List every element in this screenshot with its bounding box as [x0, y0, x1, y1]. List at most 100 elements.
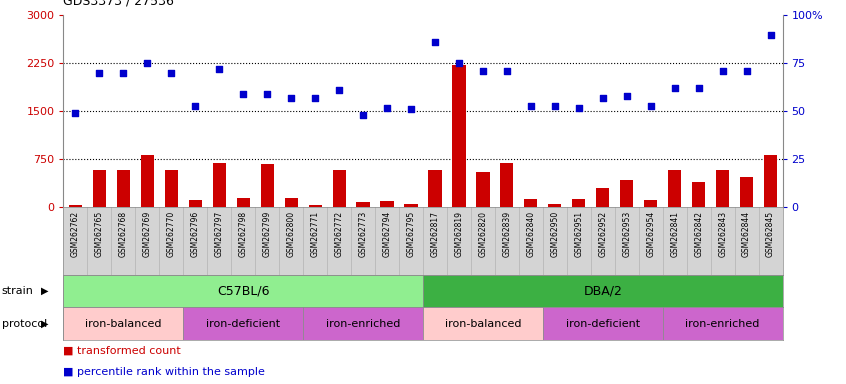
Bar [525, 199, 537, 207]
Point [572, 104, 585, 111]
Bar [423, 275, 783, 307]
Text: GSM262845: GSM262845 [766, 211, 775, 257]
Text: GSM262799: GSM262799 [263, 211, 272, 257]
Bar [764, 155, 777, 207]
Bar [140, 155, 154, 207]
Text: GSM262773: GSM262773 [359, 211, 367, 257]
Bar [662, 307, 783, 340]
Text: iron-balanced: iron-balanced [85, 318, 162, 329]
Point [380, 104, 393, 111]
Bar [261, 164, 274, 207]
Bar [237, 198, 250, 207]
Text: GSM262770: GSM262770 [167, 211, 176, 257]
Bar [596, 188, 609, 207]
Point [117, 70, 130, 76]
Text: GSM262844: GSM262844 [742, 211, 751, 257]
Point [692, 85, 706, 91]
Text: C57BL/6: C57BL/6 [217, 285, 270, 297]
Point [92, 70, 106, 76]
Text: GSM262800: GSM262800 [287, 211, 295, 257]
Text: GSM262765: GSM262765 [95, 211, 104, 257]
Point [69, 110, 82, 116]
Text: GSM262840: GSM262840 [526, 211, 536, 257]
Text: GSM262771: GSM262771 [310, 211, 320, 257]
Point [452, 60, 465, 66]
Bar [184, 307, 303, 340]
Text: GSM262794: GSM262794 [382, 211, 392, 257]
Point [261, 91, 274, 97]
Text: protocol: protocol [2, 318, 47, 329]
Text: GSM262953: GSM262953 [623, 211, 631, 257]
Bar [117, 170, 130, 207]
Point [620, 93, 634, 99]
Bar [404, 204, 418, 207]
Point [356, 112, 370, 118]
Point [716, 68, 729, 74]
Point [164, 70, 178, 76]
Bar [381, 201, 393, 207]
Text: DBA/2: DBA/2 [584, 285, 622, 297]
Point [667, 85, 681, 91]
Text: GSM262843: GSM262843 [718, 211, 727, 257]
Bar [303, 307, 423, 340]
Bar [93, 170, 106, 207]
Text: GSM262819: GSM262819 [454, 211, 464, 257]
Bar [453, 65, 465, 207]
Bar [500, 162, 514, 207]
Bar [692, 182, 706, 207]
Text: strain: strain [2, 286, 34, 296]
Bar [332, 170, 346, 207]
Point [284, 95, 298, 101]
Point [236, 91, 250, 97]
Point [596, 95, 609, 101]
Text: GSM262950: GSM262950 [551, 211, 559, 257]
Text: iron-enriched: iron-enriched [326, 318, 400, 329]
Text: GSM262952: GSM262952 [598, 211, 607, 257]
Bar [740, 177, 753, 207]
Bar [356, 202, 370, 207]
Point [548, 103, 562, 109]
Text: GSM262798: GSM262798 [239, 211, 248, 257]
Point [404, 106, 418, 113]
Text: GSM262772: GSM262772 [335, 211, 343, 257]
Text: GSM262797: GSM262797 [215, 211, 223, 257]
Text: GSM262768: GSM262768 [119, 211, 128, 257]
Text: ■ transformed count: ■ transformed count [63, 346, 181, 356]
Text: GSM262795: GSM262795 [407, 211, 415, 257]
Bar [620, 180, 634, 207]
Text: iron-deficient: iron-deficient [206, 318, 280, 329]
Point [332, 87, 346, 93]
Bar [212, 162, 226, 207]
Bar [63, 307, 184, 340]
Text: iron-balanced: iron-balanced [445, 318, 521, 329]
Bar [189, 200, 202, 207]
Bar [716, 170, 729, 207]
Bar [423, 307, 543, 340]
Point [524, 103, 537, 109]
Bar [543, 307, 662, 340]
Text: iron-enriched: iron-enriched [685, 318, 760, 329]
Text: GSM262796: GSM262796 [191, 211, 200, 257]
Point [189, 103, 202, 109]
Bar [668, 170, 681, 207]
Text: GSM262841: GSM262841 [670, 211, 679, 257]
Bar [548, 204, 562, 207]
Text: GDS3373 / 27536: GDS3373 / 27536 [63, 0, 174, 8]
Text: GSM262951: GSM262951 [574, 211, 583, 257]
Bar [309, 205, 321, 207]
Bar [644, 200, 657, 207]
Text: GSM262817: GSM262817 [431, 211, 439, 257]
Text: GSM262954: GSM262954 [646, 211, 655, 257]
Point [212, 66, 226, 72]
Point [476, 68, 490, 74]
Bar [165, 170, 178, 207]
Text: GSM262762: GSM262762 [71, 211, 80, 257]
Text: ▶: ▶ [41, 286, 48, 296]
Bar [572, 199, 585, 207]
Point [500, 68, 514, 74]
Text: GSM262839: GSM262839 [503, 211, 511, 257]
Point [644, 103, 657, 109]
Text: GSM262769: GSM262769 [143, 211, 151, 257]
Point [428, 39, 442, 45]
Point [140, 60, 154, 66]
